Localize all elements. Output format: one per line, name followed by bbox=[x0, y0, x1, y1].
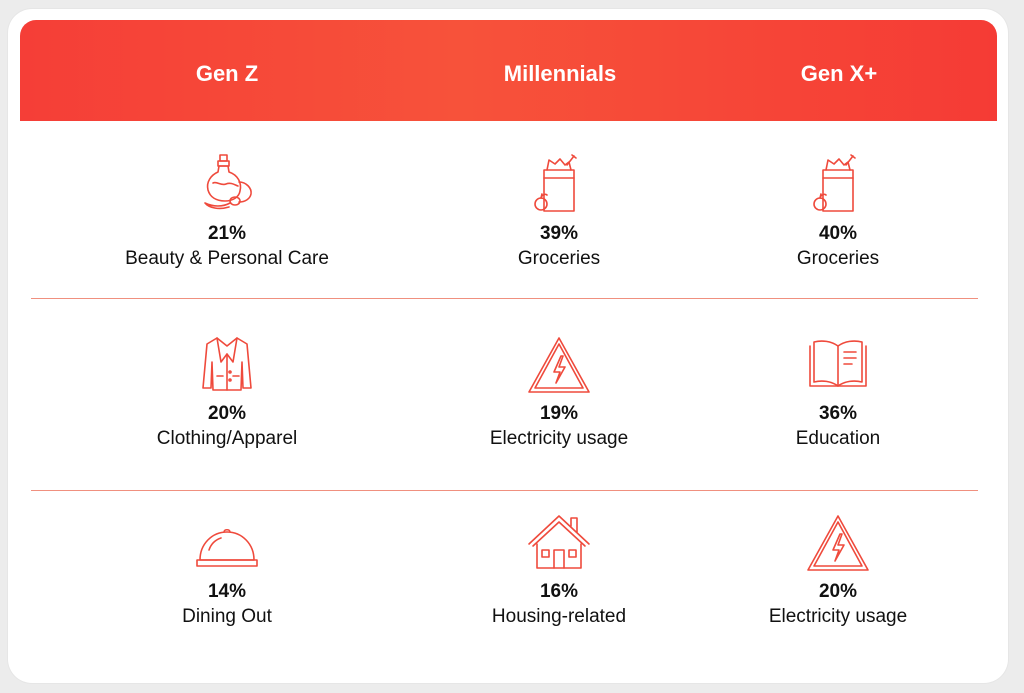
category-label: Housing-related bbox=[491, 606, 627, 627]
category-cell: 21% Beauty & Personal Care bbox=[77, 152, 377, 272]
electricity-warning-icon bbox=[527, 332, 591, 396]
category-cell: 39% Groceries bbox=[409, 152, 709, 272]
category-percent: 14% bbox=[207, 581, 247, 602]
generation-header: Gen Z Millennials Gen X+ bbox=[20, 20, 997, 121]
category-percent: 16% bbox=[539, 581, 579, 602]
cloche-icon bbox=[195, 510, 259, 574]
row-divider bbox=[31, 490, 978, 491]
category-cell: 20% Clothing/Apparel bbox=[77, 332, 377, 452]
category-label: Dining Out bbox=[182, 606, 272, 627]
category-label: Clothing/Apparel bbox=[156, 428, 298, 449]
category-percent: 20% bbox=[207, 403, 247, 424]
column-title-gen-z: Gen Z bbox=[195, 61, 259, 86]
open-book-icon bbox=[806, 332, 870, 396]
column-title-millennials: Millennials bbox=[503, 61, 617, 86]
category-label: Groceries bbox=[517, 248, 601, 269]
category-percent: 40% bbox=[818, 223, 858, 244]
electricity-warning-icon bbox=[806, 510, 870, 574]
column-title-gen-x: Gen X+ bbox=[800, 61, 878, 86]
house-icon bbox=[527, 510, 591, 574]
category-percent: 19% bbox=[539, 403, 579, 424]
category-label: Beauty & Personal Care bbox=[125, 248, 329, 269]
category-percent: 21% bbox=[207, 223, 247, 244]
category-cell: 20% Electricity usage bbox=[688, 510, 988, 630]
jacket-icon bbox=[195, 332, 259, 396]
category-percent: 36% bbox=[818, 403, 858, 424]
category-percent: 20% bbox=[818, 581, 858, 602]
category-label: Electricity usage bbox=[768, 606, 908, 627]
category-label: Electricity usage bbox=[489, 428, 629, 449]
row-divider bbox=[31, 298, 978, 299]
grocery-bag-icon bbox=[527, 152, 591, 216]
category-label: Education bbox=[795, 428, 881, 449]
category-label: Groceries bbox=[796, 248, 880, 269]
category-cell: 36% Education bbox=[688, 332, 988, 452]
category-cell: 16% Housing-related bbox=[409, 510, 709, 630]
category-percent: 39% bbox=[539, 223, 579, 244]
category-cell: 40% Groceries bbox=[688, 152, 988, 272]
category-cell: 14% Dining Out bbox=[77, 510, 377, 630]
perfume-icon bbox=[195, 152, 259, 216]
grocery-bag-icon bbox=[806, 152, 870, 216]
category-cell: 19% Electricity usage bbox=[409, 332, 709, 452]
